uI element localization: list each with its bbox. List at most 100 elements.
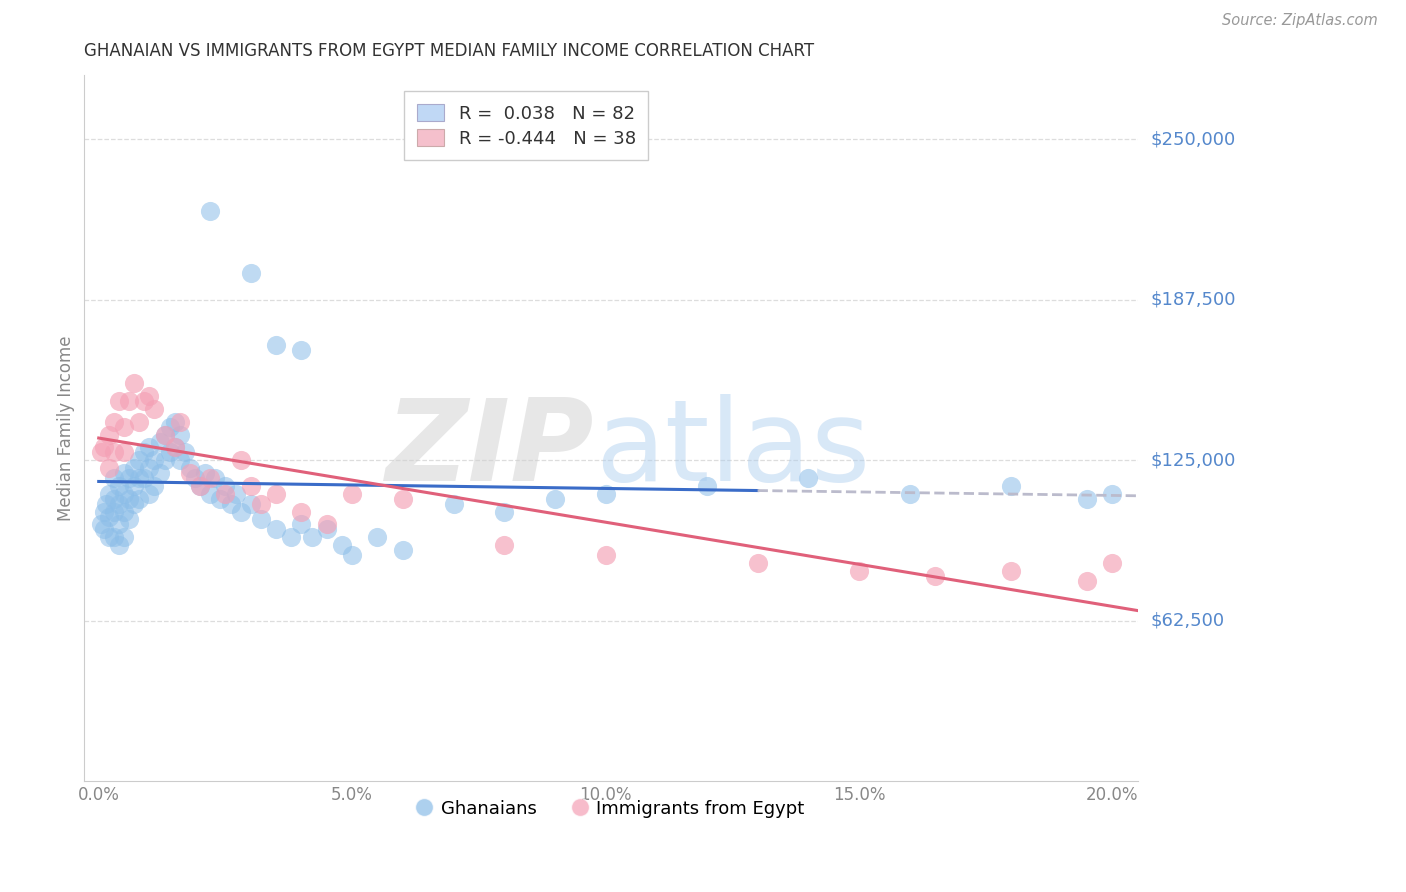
Point: [173, 445, 195, 459]
Point: [1000, 564, 1022, 578]
Point: [128, 453, 150, 467]
Point: [214, 486, 236, 500]
Point: [169, 427, 191, 442]
Point: [153, 453, 176, 467]
Y-axis label: Median Family Income: Median Family Income: [58, 335, 75, 521]
Point: [128, 415, 150, 429]
Point: [153, 427, 176, 442]
Point: [209, 491, 232, 506]
Point: [229, 504, 252, 518]
Point: [169, 415, 191, 429]
Point: [103, 504, 125, 518]
Text: $250,000: $250,000: [1150, 130, 1236, 148]
Point: [97, 530, 120, 544]
Text: $62,500: $62,500: [1150, 612, 1225, 630]
Point: [204, 471, 226, 485]
Point: [122, 479, 145, 493]
Point: [340, 486, 363, 500]
Point: [494, 504, 516, 518]
Point: [797, 471, 820, 485]
Point: [595, 486, 617, 500]
Point: [122, 497, 145, 511]
Point: [239, 479, 262, 493]
Point: [153, 427, 176, 442]
Point: [148, 466, 170, 480]
Point: [1076, 574, 1098, 588]
Point: [1000, 479, 1022, 493]
Point: [97, 461, 120, 475]
Point: [494, 538, 516, 552]
Text: atlas: atlas: [595, 393, 870, 505]
Point: [112, 486, 135, 500]
Point: [898, 486, 921, 500]
Text: GHANAIAN VS IMMIGRANTS FROM EGYPT MEDIAN FAMILY INCOME CORRELATION CHART: GHANAIAN VS IMMIGRANTS FROM EGYPT MEDIAN…: [83, 42, 814, 60]
Point: [103, 530, 125, 544]
Point: [200, 204, 222, 219]
Point: [264, 337, 287, 351]
Point: [138, 441, 160, 455]
Point: [280, 530, 302, 544]
Point: [443, 497, 465, 511]
Point: [103, 445, 125, 459]
Point: [112, 466, 135, 480]
Point: [108, 497, 131, 511]
Point: [118, 512, 141, 526]
Point: [97, 427, 120, 442]
Point: [103, 491, 125, 506]
Point: [112, 445, 135, 459]
Point: [134, 394, 156, 409]
Point: [214, 479, 236, 493]
Point: [1076, 491, 1098, 506]
Point: [200, 486, 222, 500]
Point: [163, 441, 186, 455]
Point: [138, 461, 160, 475]
Point: [148, 435, 170, 450]
Text: ZIP: ZIP: [387, 393, 595, 505]
Point: [194, 466, 217, 480]
Point: [366, 530, 388, 544]
Point: [290, 504, 312, 518]
Point: [250, 512, 273, 526]
Point: [330, 538, 353, 552]
Point: [595, 548, 617, 562]
Point: [103, 415, 125, 429]
Point: [122, 461, 145, 475]
Point: [544, 491, 567, 506]
Point: [97, 509, 120, 524]
Point: [138, 486, 160, 500]
Text: $125,000: $125,000: [1150, 451, 1236, 469]
Point: [134, 445, 156, 459]
Point: [143, 479, 166, 493]
Point: [924, 568, 946, 582]
Point: [219, 497, 242, 511]
Point: [108, 479, 131, 493]
Point: [143, 453, 166, 467]
Point: [250, 497, 273, 511]
Point: [93, 441, 115, 455]
Point: [290, 343, 312, 357]
Point: [239, 266, 262, 280]
Text: Source: ZipAtlas.com: Source: ZipAtlas.com: [1222, 13, 1378, 29]
Point: [264, 523, 287, 537]
Point: [315, 517, 337, 532]
Point: [128, 471, 150, 485]
Point: [340, 548, 363, 562]
Point: [112, 419, 135, 434]
Point: [315, 523, 337, 537]
Point: [179, 461, 201, 475]
Point: [264, 486, 287, 500]
Point: [112, 530, 135, 544]
Point: [90, 517, 112, 532]
Point: [188, 479, 211, 493]
Point: [159, 419, 181, 434]
Point: [1101, 486, 1123, 500]
Point: [138, 389, 160, 403]
Point: [97, 486, 120, 500]
Point: [179, 466, 201, 480]
Text: $187,500: $187,500: [1150, 291, 1236, 309]
Point: [118, 394, 141, 409]
Point: [93, 523, 115, 537]
Point: [747, 556, 769, 570]
Point: [301, 530, 323, 544]
Point: [290, 517, 312, 532]
